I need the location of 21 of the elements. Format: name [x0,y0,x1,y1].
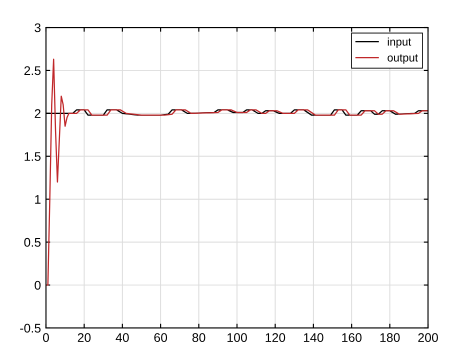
x-tick-label: 0 [42,333,49,342]
y-tick-label: 0 [34,280,41,290]
y-tick-label: -0.5 [20,324,41,333]
legend-label: input [388,38,412,48]
y-tick-label: 3 [34,23,41,32]
y-tick-label: 2.5 [24,66,41,76]
y-tick-label: 1.5 [24,152,41,161]
x-tick-label: 80 [192,333,206,342]
y-tick-label: 2 [34,109,40,118]
x-tick-label: 200 [418,333,438,342]
y-tick-label: 1 [35,195,41,204]
x-tick-label: 60 [154,333,168,342]
x-tick-label: 20 [78,333,91,342]
x-tick-label: 120 [266,333,286,342]
y-tick-label: 0.5 [24,238,41,247]
x-tick-label: 160 [342,333,362,342]
x-tick-label: 140 [304,333,324,342]
x-tick-label: 40 [116,333,129,342]
x-tick-label: 180 [380,333,400,342]
legend-label: output [388,54,418,64]
x-tick-label: 100 [228,333,247,342]
